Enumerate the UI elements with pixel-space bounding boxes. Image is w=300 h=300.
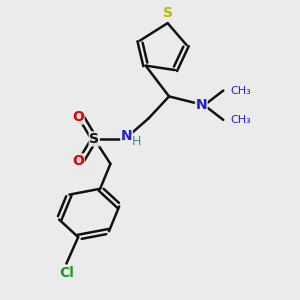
- Text: O: O: [72, 110, 84, 124]
- Text: O: O: [72, 154, 84, 168]
- Text: S: S: [163, 6, 172, 20]
- Text: N: N: [196, 98, 207, 112]
- Text: S: S: [89, 132, 99, 146]
- Text: H: H: [132, 135, 142, 148]
- Text: CH₃: CH₃: [231, 85, 251, 96]
- Text: N: N: [121, 129, 132, 143]
- Text: CH₃: CH₃: [231, 115, 251, 125]
- Text: Cl: Cl: [59, 266, 74, 280]
